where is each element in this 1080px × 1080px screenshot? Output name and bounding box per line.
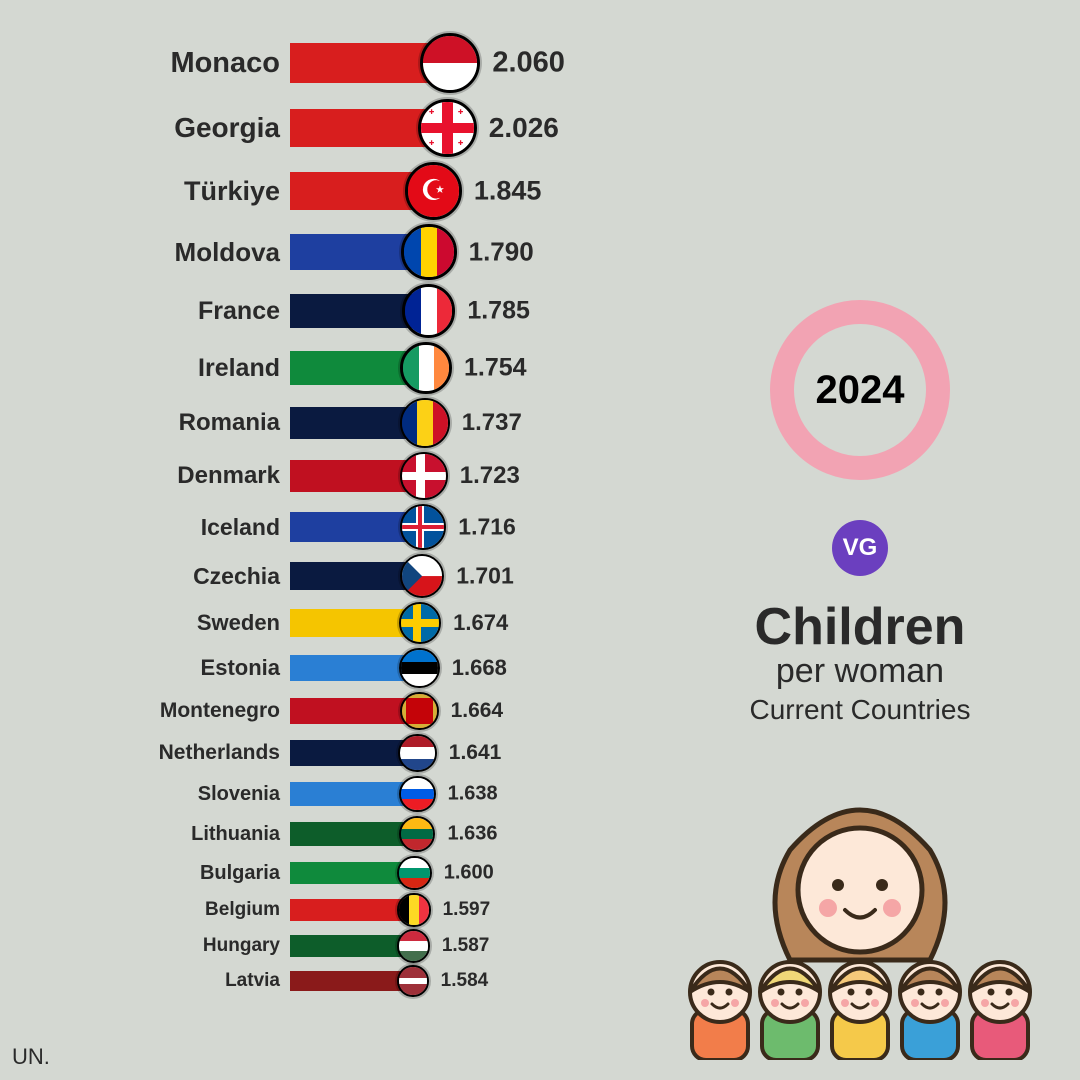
chart-row: Iceland 1.716 <box>0 502 640 552</box>
chart-row: Czechia 1.701 <box>0 552 640 600</box>
country-label: Bulgaria <box>0 862 280 885</box>
source-label: UN. <box>12 1044 50 1070</box>
value-label: 1.584 <box>441 970 489 992</box>
chart-row: Georgia ✚✚✚✚ 2.026 <box>0 96 640 160</box>
chart-row: Ireland 1.754 <box>0 340 640 396</box>
chart-row: Sweden 1.674 <box>0 600 640 646</box>
flag-icon <box>399 602 441 644</box>
fertility-bar-chart: Monaco 2.060 Georgia ✚✚✚✚ 2.026 Türkiye ☪ 1.845… <box>0 30 640 998</box>
flag-icon <box>399 776 436 813</box>
value-label: 2.026 <box>489 112 559 144</box>
flag-icon <box>400 398 450 448</box>
value-label: 1.664 <box>451 699 504 723</box>
title-main: Children <box>680 601 1040 653</box>
year-text: 2024 <box>816 368 905 413</box>
flag-icon: ✚✚✚✚ <box>418 99 477 158</box>
flag-icon <box>420 33 481 94</box>
flag-icon <box>397 893 430 926</box>
value-label: 1.790 <box>469 237 534 268</box>
chart-row: Belgium 1.597 <box>0 892 640 928</box>
chart-row: Moldova 1.790 <box>0 222 640 282</box>
flag-icon <box>399 816 436 853</box>
chart-row: Netherlands 1.641 <box>0 732 640 774</box>
flag-icon <box>402 284 455 337</box>
chart-row: Slovenia 1.638 <box>0 774 640 814</box>
chart-row: Lithuania 1.636 <box>0 814 640 854</box>
country-label: Netherlands <box>0 741 280 765</box>
country-label: Denmark <box>0 462 280 490</box>
country-label: Czechia <box>0 563 280 590</box>
bar <box>290 899 414 921</box>
country-label: Montenegro <box>0 699 280 723</box>
flag-icon <box>397 929 430 962</box>
country-label: Estonia <box>0 655 280 681</box>
country-label: Slovenia <box>0 783 280 806</box>
bar <box>290 935 413 957</box>
flag-icon <box>400 342 452 394</box>
chart-row: Romania 1.737 <box>0 396 640 450</box>
country-label: Moldova <box>0 237 280 268</box>
chart-row: Denmark 1.723 <box>0 450 640 502</box>
flag-icon <box>399 648 439 688</box>
value-label: 1.668 <box>452 655 507 681</box>
flag-icon <box>401 224 456 279</box>
vg-badge-text: VG <box>843 534 878 562</box>
value-label: 1.716 <box>458 514 516 541</box>
year-ring: 2024 <box>770 300 950 480</box>
country-label: Monaco <box>0 47 280 80</box>
chart-row: Bulgaria 1.600 <box>0 854 640 892</box>
vg-badge-icon: VG <box>832 520 888 576</box>
chart-row: Estonia 1.668 <box>0 646 640 690</box>
chart-row: Hungary 1.587 <box>0 928 640 964</box>
country-label: Sweden <box>0 610 280 636</box>
value-label: 1.641 <box>449 741 502 765</box>
family-illustration-icon <box>670 780 1050 1060</box>
flag-icon <box>397 856 432 891</box>
title-sub: per woman <box>680 653 1040 690</box>
flag-icon <box>398 734 437 773</box>
chart-row: Türkiye ☪ 1.845 <box>0 160 640 222</box>
flag-icon <box>397 965 428 996</box>
flag-icon <box>400 504 446 550</box>
country-label: Ireland <box>0 354 280 383</box>
value-label: 1.587 <box>442 935 490 957</box>
value-label: 1.636 <box>447 823 497 846</box>
bar <box>290 971 413 991</box>
value-label: 1.674 <box>453 610 508 636</box>
chart-row: Montenegro 1.664 <box>0 690 640 732</box>
value-label: 1.701 <box>456 563 514 590</box>
value-label: 2.060 <box>492 47 565 80</box>
country-label: Georgia <box>0 112 280 144</box>
title-sub2: Current Countries <box>680 694 1040 726</box>
bar <box>290 862 414 885</box>
chart-row: Monaco 2.060 <box>0 30 640 96</box>
value-label: 1.723 <box>460 462 520 490</box>
flag-icon <box>400 692 439 731</box>
flag-icon <box>400 452 448 500</box>
country-label: Iceland <box>0 514 280 541</box>
flag-icon: ☪ <box>405 162 462 219</box>
sidebar: 2024 VG Children per woman Current Count… <box>680 300 1040 726</box>
value-label: 1.597 <box>443 899 491 921</box>
value-label: 1.600 <box>444 862 494 885</box>
value-label: 1.845 <box>474 176 542 207</box>
country-label: Belgium <box>0 899 280 921</box>
flag-icon <box>400 554 444 598</box>
chart-row: Latvia 1.584 <box>0 964 640 998</box>
country-label: Türkiye <box>0 176 280 207</box>
value-label: 1.754 <box>464 354 527 383</box>
country-label: France <box>0 297 280 326</box>
value-label: 1.638 <box>448 783 498 806</box>
country-label: Romania <box>0 409 280 437</box>
country-label: Hungary <box>0 935 280 957</box>
value-label: 1.737 <box>462 409 522 437</box>
country-label: Lithuania <box>0 823 280 846</box>
value-label: 1.785 <box>467 297 530 326</box>
chart-row: France 1.785 <box>0 282 640 340</box>
country-label: Latvia <box>0 970 280 992</box>
